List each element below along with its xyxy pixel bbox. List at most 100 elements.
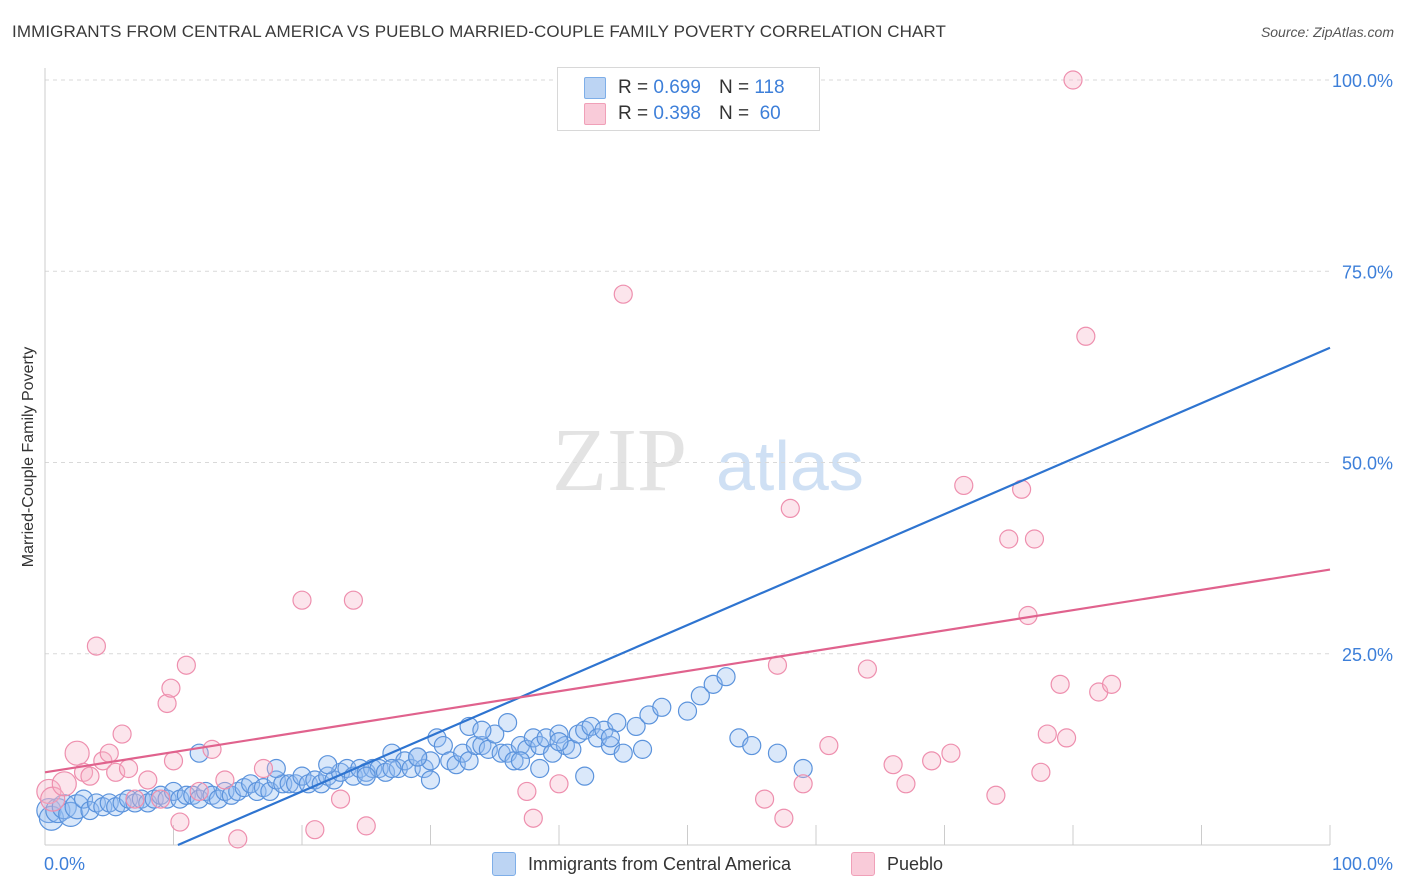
legend-n-value: 118 (754, 77, 785, 98)
legend-item-central-america[interactable]: Immigrants from Central America (492, 852, 791, 876)
point-central-america (189, 789, 209, 809)
point-central-america (241, 774, 261, 794)
point-pueblo (51, 771, 77, 797)
data-points (36, 70, 1122, 849)
point-central-america (382, 758, 402, 779)
point-pueblo (941, 743, 961, 763)
point-pueblo (228, 829, 248, 849)
legend-item-pueblo[interactable]: Pueblo (851, 852, 943, 876)
point-pueblo (523, 808, 543, 828)
point-pueblo (767, 655, 788, 675)
grid (44, 68, 1330, 845)
point-central-america (446, 755, 466, 775)
point-pueblo (1101, 674, 1122, 694)
chart-title: IMMIGRANTS FROM CENTRAL AMERICA VS PUEBL… (12, 22, 946, 41)
point-central-america (767, 743, 788, 763)
point-pueblo (954, 475, 974, 496)
point-pueblo (343, 590, 363, 610)
point-central-america (517, 739, 537, 759)
point-pueblo (305, 820, 325, 840)
legend-row-series-1: R = 0.699 N = 118 (584, 76, 785, 100)
point-pueblo (774, 808, 794, 828)
point-pueblo (215, 770, 235, 790)
point-central-america (626, 716, 646, 737)
point-pueblo (857, 659, 878, 679)
point-pueblo (1056, 728, 1077, 748)
point-pueblo (80, 766, 100, 786)
point-pueblo (549, 774, 569, 794)
point-pueblo (883, 755, 903, 775)
legend-swatch-pink (584, 103, 606, 125)
legend-r-value: 0.398 (653, 103, 701, 124)
point-central-america (73, 789, 94, 809)
point-central-america (292, 766, 312, 786)
correlation-legend: R = 0.699 N = 118 R = 0.398 N = 60 (557, 67, 820, 131)
point-pueblo (999, 529, 1019, 549)
axes (45, 825, 1331, 846)
point-central-america (420, 751, 441, 771)
point-pueblo (356, 816, 376, 836)
point-pueblo (613, 284, 633, 304)
trend-lines (44, 346, 1331, 847)
point-pueblo (86, 636, 107, 656)
point-pueblo (161, 678, 181, 698)
point-central-america (793, 758, 813, 779)
point-central-america (690, 686, 710, 706)
point-central-america (549, 732, 569, 752)
point-pueblo (1031, 762, 1051, 782)
point-central-america (600, 728, 621, 748)
y-tick-label: 50.0% (1342, 454, 1393, 474)
point-pueblo (151, 789, 171, 809)
point-pueblo (1050, 674, 1070, 694)
point-central-america (652, 697, 672, 717)
y-tick-label: 100.0% (1332, 71, 1393, 91)
legend-swatch-blue (584, 77, 606, 99)
point-pueblo (780, 498, 800, 518)
point-pueblo (922, 751, 942, 771)
point-central-america (472, 720, 492, 740)
legend-r-value: 0.699 (653, 77, 701, 98)
point-pueblo (202, 739, 222, 759)
point-pueblo (138, 770, 158, 790)
legend-row-series-2: R = 0.398 N = 60 (584, 102, 781, 126)
point-central-america (716, 667, 736, 687)
watermark-atlas: atlas (716, 427, 864, 505)
point-pueblo (292, 590, 312, 610)
point-central-america (549, 724, 569, 744)
legend-label: Pueblo (887, 853, 944, 874)
point-central-america (575, 766, 595, 786)
point-central-america (530, 758, 550, 779)
point-pueblo (1063, 70, 1083, 90)
point-pueblo (986, 785, 1006, 805)
point-pueblo (99, 743, 119, 763)
point-pueblo (176, 655, 196, 675)
legend-r-label: R = (618, 77, 649, 98)
point-central-america (485, 724, 505, 744)
watermark-zip: ZIP (552, 411, 687, 510)
legend-r-label: R = (618, 103, 649, 124)
legend-swatch-blue (492, 852, 516, 876)
series-legend: Immigrants from Central America Pueblo (0, 852, 1406, 876)
legend-label: Immigrants from Central America (528, 853, 792, 874)
point-pueblo (106, 762, 126, 782)
point-pueblo (330, 789, 351, 809)
point-central-america (414, 758, 434, 779)
point-central-america (498, 712, 518, 733)
point-pueblo (754, 789, 775, 809)
point-central-america (356, 766, 376, 786)
point-central-america (208, 789, 229, 809)
point-pueblo (170, 812, 190, 832)
point-pueblo (793, 774, 813, 794)
point-central-america (408, 747, 428, 767)
trend-line-central-america (177, 346, 1331, 847)
tick-labels: 25.0% 50.0% 75.0% 100.0% 0.0% 100.0% (44, 71, 1393, 874)
x-tick-label-min: 0.0% (44, 854, 85, 874)
legend-n-label: N = (718, 77, 750, 98)
point-central-america (613, 743, 633, 763)
watermark: ZIP atlas (552, 411, 864, 510)
point-pueblo (36, 778, 62, 805)
point-pueblo (517, 781, 537, 802)
point-central-america (742, 735, 762, 756)
point-pueblo (112, 724, 132, 744)
legend-swatch-pink (851, 852, 875, 876)
